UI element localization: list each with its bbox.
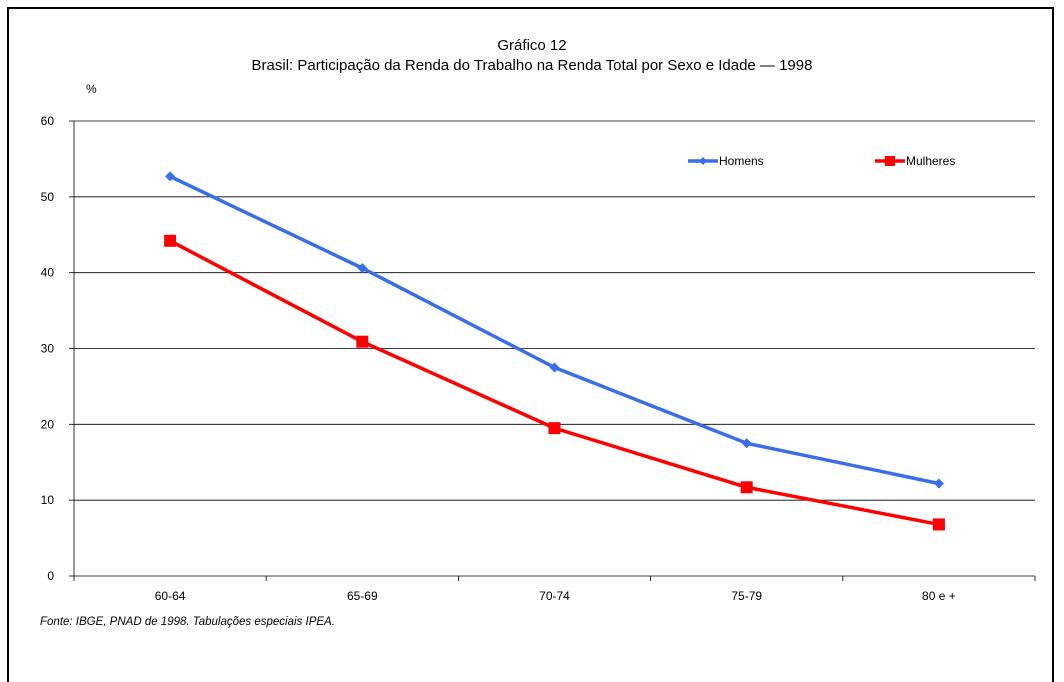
- source-note: Fonte: IBGE, PNAD de 1998. Tabulações es…: [40, 616, 335, 628]
- point-mulheres-0: [164, 234, 177, 247]
- x-tick-label-65-69: 65-69: [347, 589, 378, 603]
- x-tick-label-70-74: 70-74: [539, 589, 570, 603]
- point-homens-4: [933, 478, 944, 489]
- point-homens-3: [741, 438, 752, 449]
- legend-marker-homens: [699, 157, 707, 165]
- chart-subtitle: Brasil: Participação da Renda do Trabalh…: [251, 57, 813, 74]
- point-mulheres-2: [548, 422, 561, 435]
- legend-label-homens: Homens: [719, 154, 764, 168]
- point-mulheres-1: [356, 335, 369, 348]
- x-tick-label-80e: 80 e +: [922, 589, 956, 603]
- series-line-homens: [169, 174, 940, 486]
- legend-label-mulheres: Mulheres: [906, 154, 955, 168]
- point-mulheres-4: [932, 518, 945, 531]
- point-homens-1: [357, 263, 368, 274]
- point-mulheres-3: [740, 481, 753, 494]
- y-tick-label-40: 40: [41, 266, 55, 280]
- y-tick-label-0: 0: [47, 569, 54, 583]
- x-tick-label-75-79: 75-79: [731, 589, 762, 603]
- y-axis-unit-label: %: [86, 82, 97, 96]
- y-tick-label-50: 50: [41, 190, 55, 204]
- point-homens-2: [549, 362, 560, 373]
- y-tick-label-60: 60: [41, 114, 55, 128]
- y-tick-label-20: 20: [41, 417, 55, 431]
- x-tick-label-60-64: 60-64: [155, 589, 186, 603]
- chart-frame: [7, 7, 1054, 682]
- chart-title: Gráfico 12: [497, 37, 567, 54]
- y-tick-label-10: 10: [41, 493, 55, 507]
- legend-marker-mulheres: [885, 156, 895, 166]
- point-homens-0: [165, 171, 176, 182]
- series-line-mulheres: [169, 239, 940, 527]
- y-tick-label-30: 30: [41, 342, 55, 356]
